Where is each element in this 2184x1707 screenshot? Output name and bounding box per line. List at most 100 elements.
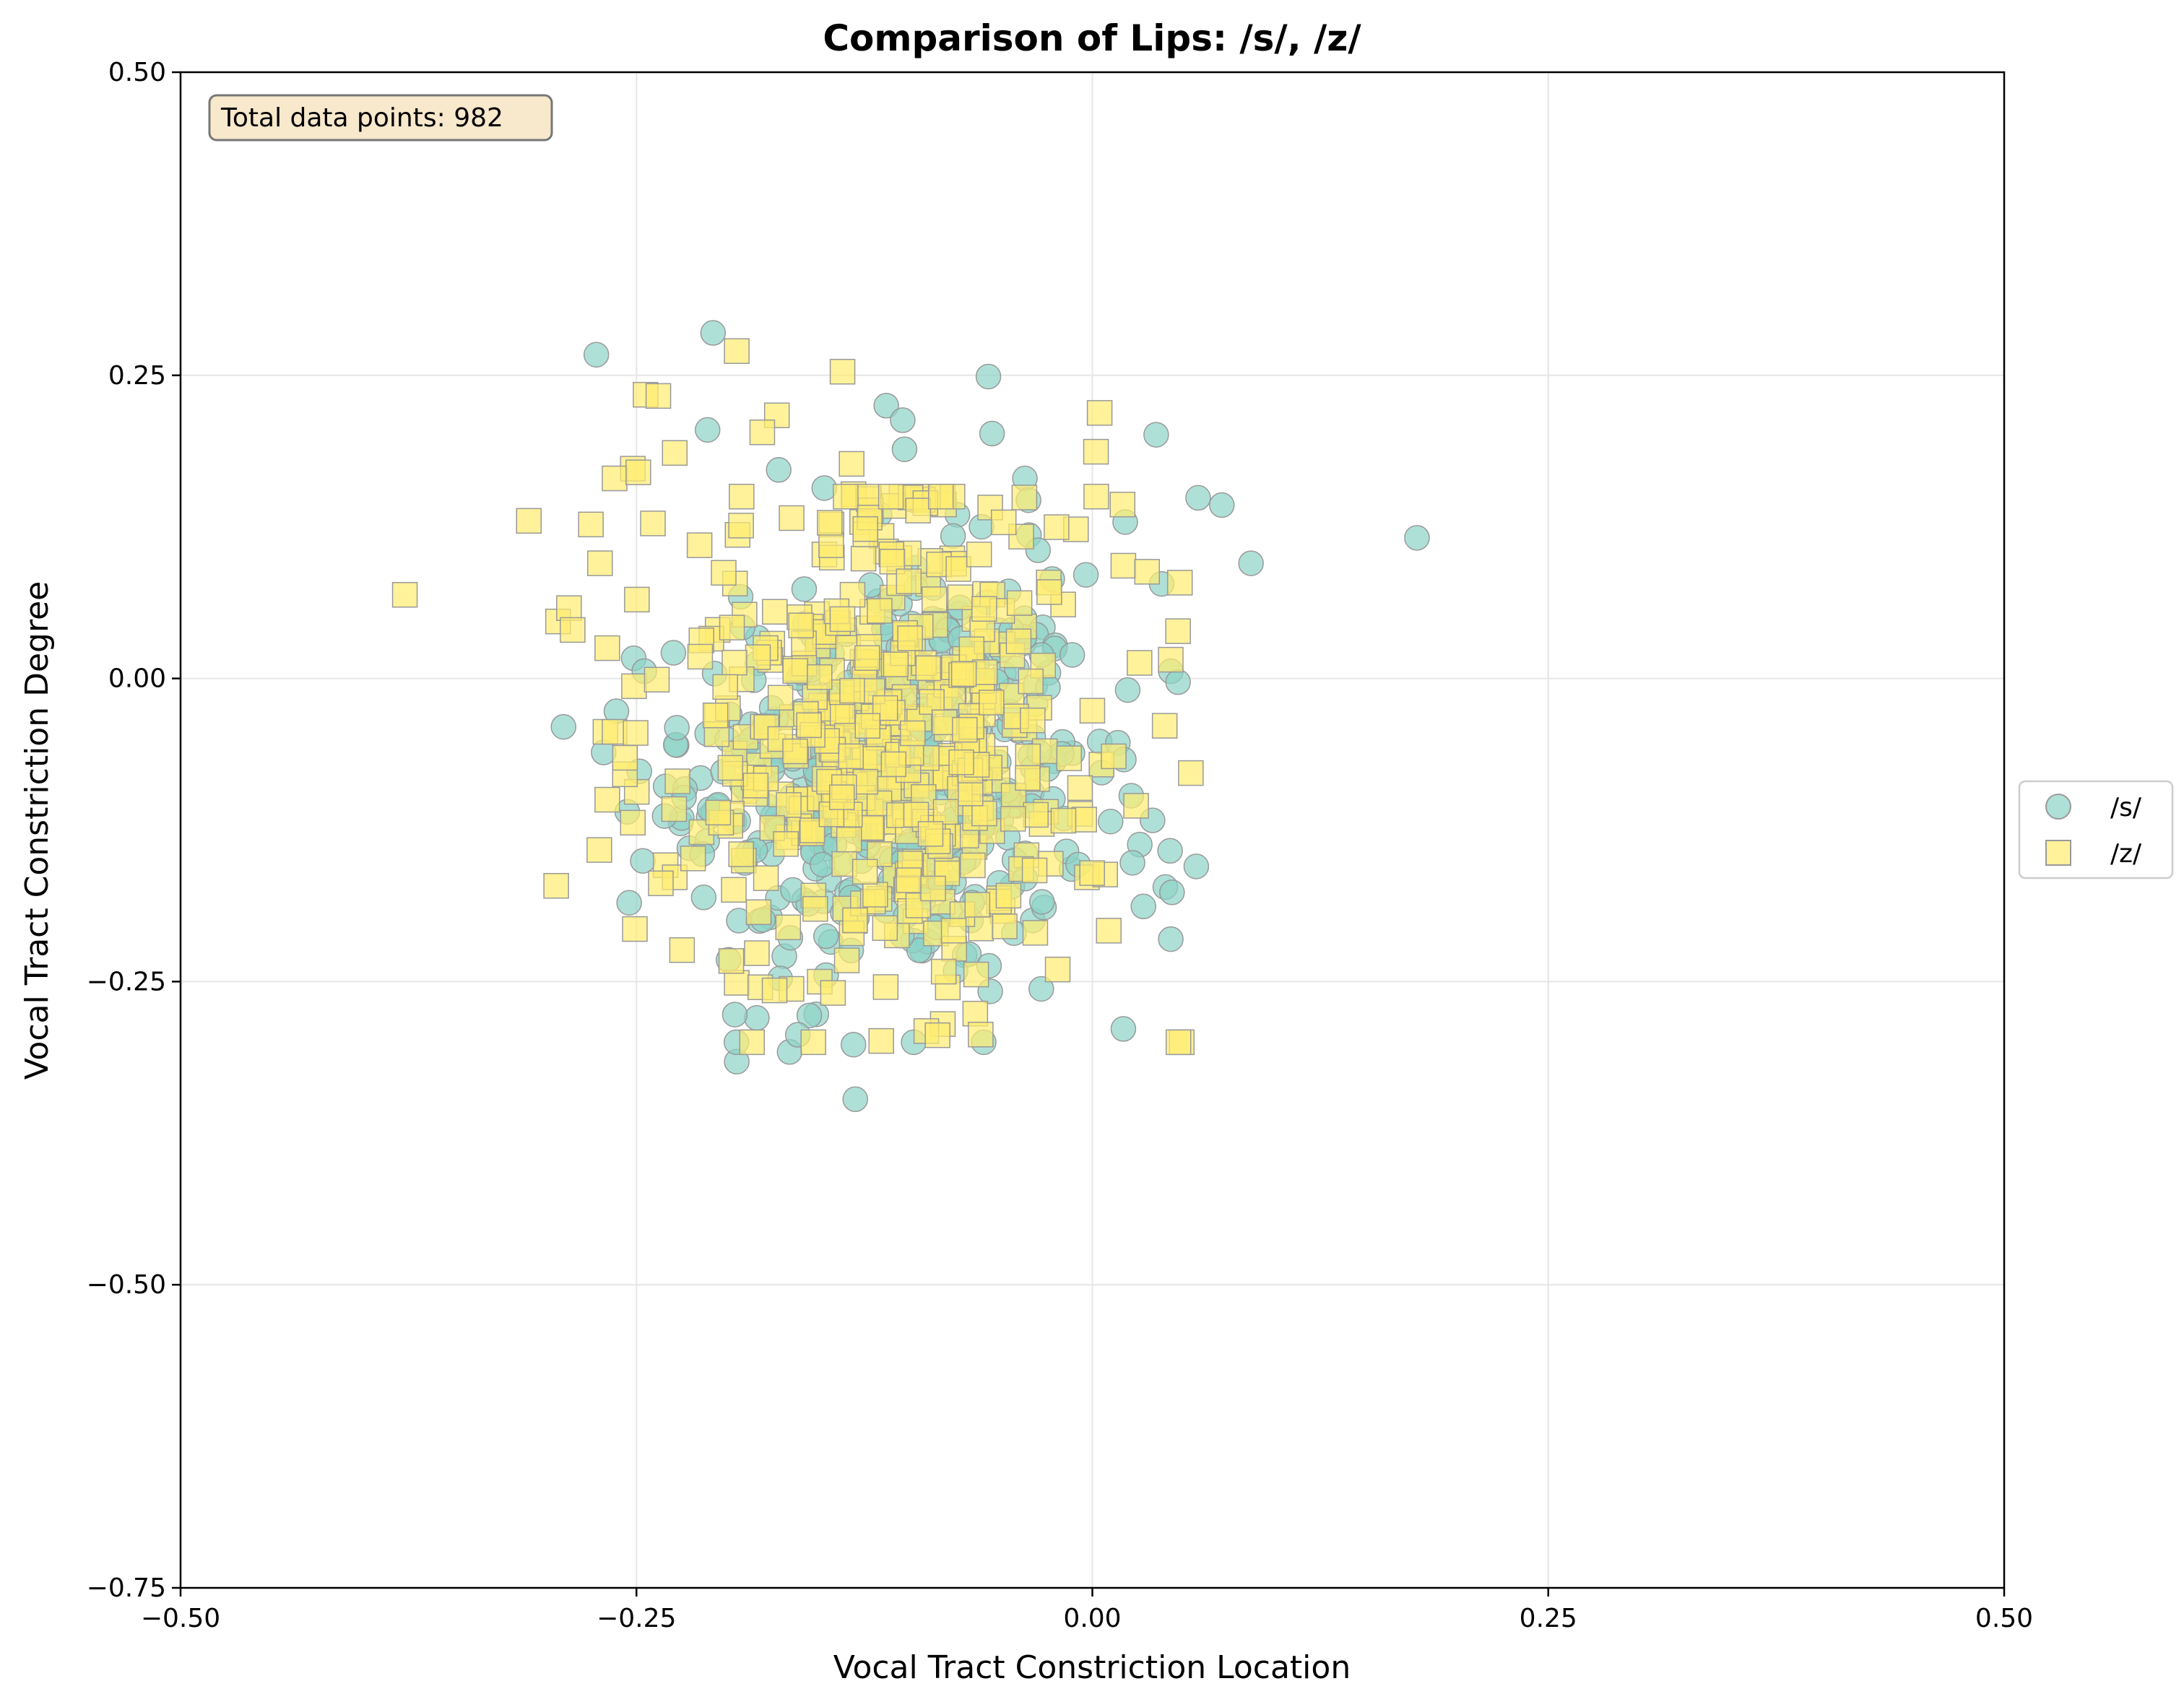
axis-ticks: −0.50 −0.25 0.00 0.25 0.50−0.75−0.50−0.250.0… [87,58,2033,1633]
data-point-z [686,532,713,558]
data-point-z [992,913,1018,939]
data-point-s [1130,893,1156,920]
data-point-z [905,498,931,524]
data-point-z [556,595,582,621]
data-point-z [852,859,878,885]
data-point-z [1044,514,1070,540]
x-tick-label: −0.50 [141,1604,220,1633]
data-point-z [930,958,957,985]
data-point-z [829,700,856,727]
data-point-z [594,786,620,813]
data-point-s [1119,850,1145,876]
y-tick-label: 0.25 [108,361,166,391]
data-point-z [948,749,974,776]
data-point-z [838,451,864,477]
data-point-s [810,851,836,878]
legend-label-z: /z/ [2110,839,2142,869]
data-point-s [660,640,687,666]
data-point-z [391,581,418,608]
data-point-z [1178,760,1204,786]
data-point-z [680,846,706,872]
data-point-s [979,420,1005,447]
y-tick-label: −0.25 [87,967,166,996]
x-axis-label: Vocal Tract Constriction Location [833,1649,1351,1686]
data-point-s [1029,889,1055,915]
data-point-z [872,915,898,942]
data-point-z [947,584,974,610]
data-point-z [1018,668,1044,695]
data-point-s [1157,838,1183,864]
legend: /s/ /z/ [2018,780,2174,879]
data-point-z [587,550,613,576]
data-point-z [669,937,696,963]
data-point-z [963,961,989,988]
data-point-z [1109,491,1136,518]
data-point-z [796,712,822,739]
legend-frame [2018,780,2174,879]
data-point-s [1158,926,1184,952]
data-point-z [1096,918,1122,944]
data-point-z [854,713,880,739]
data-point-z [1079,860,1105,886]
data-point-s [630,848,656,874]
data-point-z [705,799,732,826]
data-point-z [621,673,647,700]
data-point-s [766,457,792,483]
data-point-s [1114,677,1141,703]
data-point-z [586,837,612,863]
data-point-z [960,852,986,879]
data-point-z [782,658,808,684]
data-point-z [745,899,772,926]
data-point-z [702,703,729,729]
data-point-z [802,895,828,922]
data-point-z [620,809,646,836]
data-point-z [1158,646,1184,673]
data-point-z [878,483,904,510]
data-point-z [728,841,754,867]
data-point-z [872,974,899,1000]
data-point-z [829,359,856,385]
data-point-z [724,970,750,996]
data-point-s [1098,808,1124,835]
data-point-z [958,636,985,662]
data-point-z [1127,650,1153,676]
legend-marker-s [2045,794,2071,820]
data-point-z [623,720,649,746]
data-point-z [543,872,569,899]
data-point-z [883,651,909,677]
data-point-z [644,666,670,693]
data-point-z [711,560,737,586]
data-point-z [915,655,942,682]
data-point-s [583,342,610,368]
data-point-z [820,980,846,1006]
data-point-z [648,870,674,897]
data-point-z [761,977,788,1004]
data-point-z [1165,1029,1192,1056]
data-point-z [829,606,856,633]
data-point-z [1006,590,1033,616]
data-point-z [612,744,638,771]
data-point-z [782,738,808,765]
data-point-z [661,796,688,822]
data-point-z [900,720,926,747]
data-point-z [640,511,666,537]
data-point-z [718,948,745,974]
data-point-z [800,1029,826,1056]
data-point-z [896,568,922,594]
data-point-s [1028,976,1054,1002]
data-point-z [897,625,923,651]
data-point-z [1050,807,1077,834]
data-point-z [775,914,802,941]
data-point-z [1067,775,1093,802]
data-point-s [842,1086,868,1113]
data-point-z [927,483,954,510]
data-point-z [852,516,878,542]
data-point-s [813,923,839,950]
data-point-s [791,576,818,602]
data-point-z [516,508,542,534]
data-point-z [879,549,906,575]
data-point-s [744,1005,770,1031]
data-point-z [995,882,1022,909]
legend-label-s: /s/ [2110,793,2142,822]
data-point-s [940,523,966,549]
